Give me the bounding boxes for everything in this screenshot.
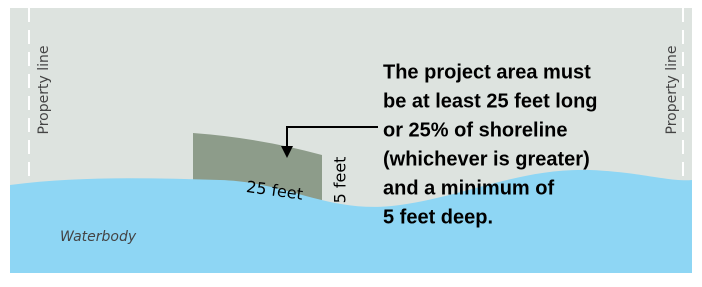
annotation-line: 5 feet deep. [383, 206, 493, 228]
property-line-label: Property line [664, 46, 680, 135]
annotation-line: (whichever is greater) [383, 148, 590, 170]
annotation-line: The project area must [383, 61, 591, 83]
waterbody-label: Waterbody [60, 229, 137, 245]
annotation-line: and a minimum of [383, 177, 554, 199]
depth-label: 5 feet [331, 157, 350, 204]
property-line-label: Property line [36, 46, 52, 135]
annotation-line: or 25% of shoreline [383, 119, 568, 141]
diagram: Property line Property line Waterbody 25… [0, 0, 702, 283]
annotation-line: be at least 25 feet long [383, 90, 598, 112]
